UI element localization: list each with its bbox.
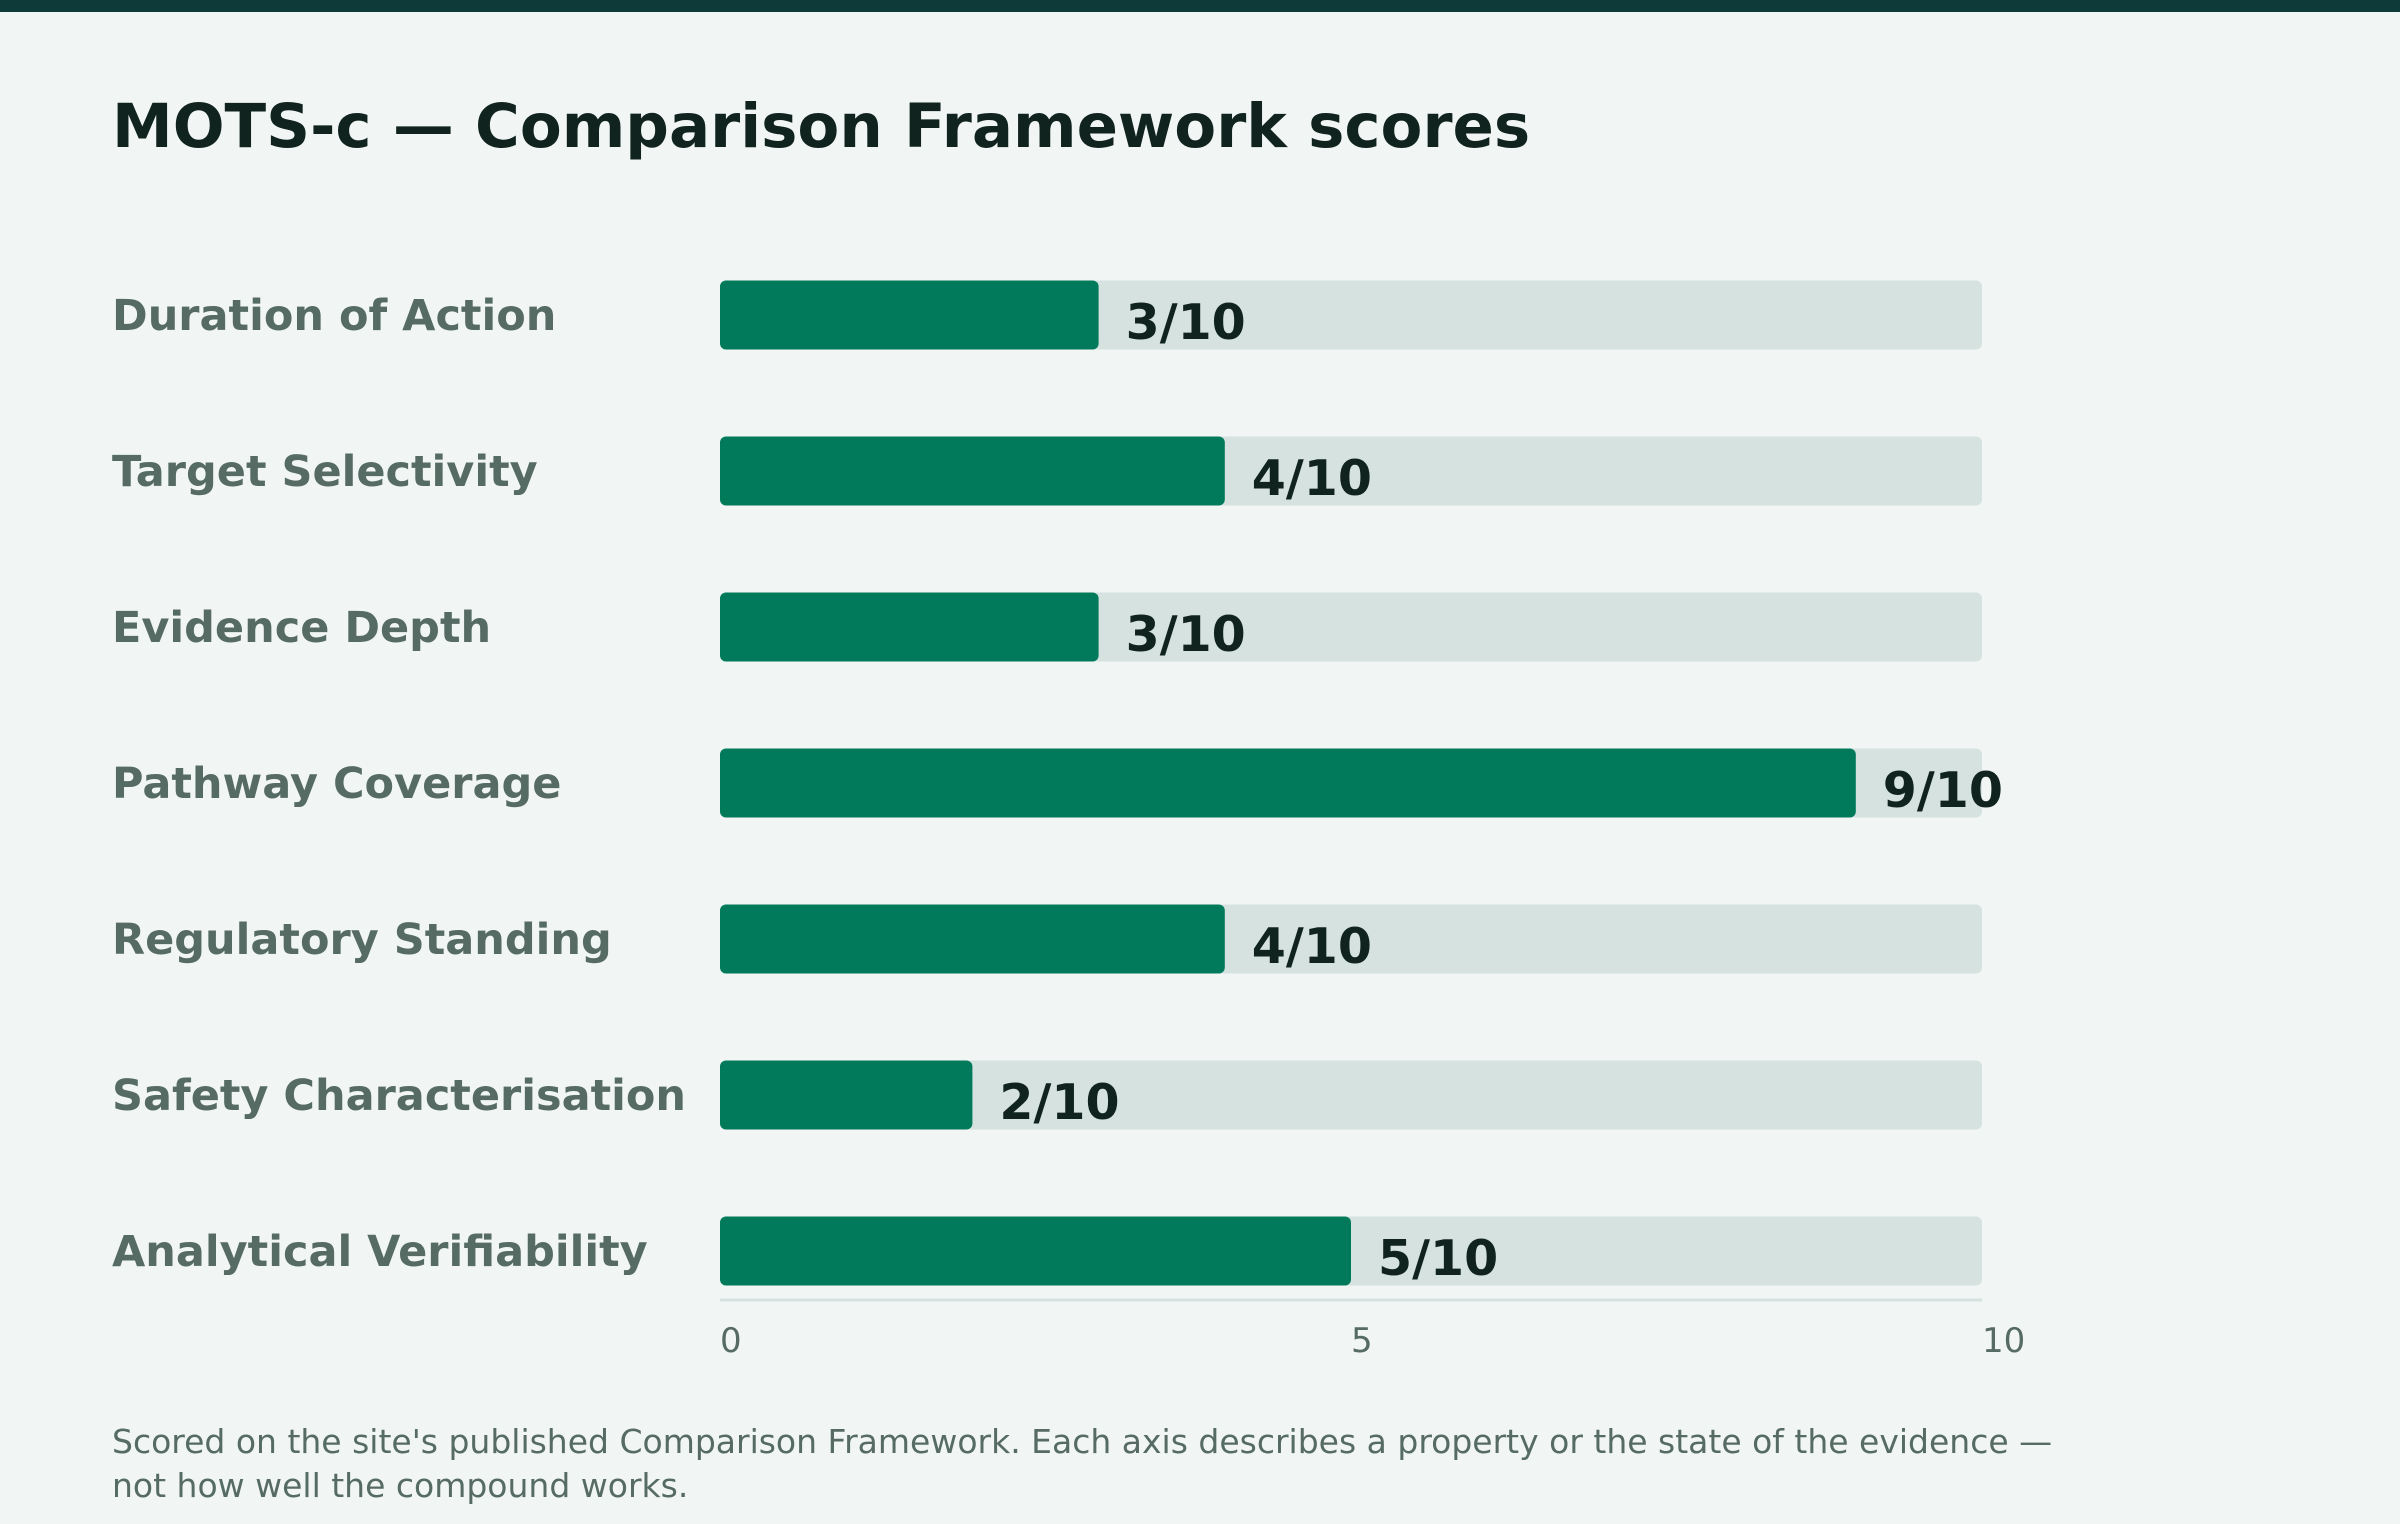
value-label: 3/10 <box>1126 294 1246 351</box>
bar-track <box>720 1060 1982 1130</box>
bar <box>720 280 1099 350</box>
value-label: 2/10 <box>999 1074 1119 1131</box>
footnote: Scored on the site's published Compariso… <box>112 1422 2053 1505</box>
value-label: 4/10 <box>1252 918 1372 975</box>
category-label: Safety Characterisation <box>112 1071 686 1121</box>
category-label: Regulatory Standing <box>112 915 612 965</box>
bar-row: Regulatory Standing 4/10 <box>112 904 1982 975</box>
bar <box>720 1060 973 1130</box>
x-tick-label: 0 <box>720 1321 742 1361</box>
chart-title: MOTS-c — Comparison Framework scores <box>112 91 1531 162</box>
bar <box>720 904 1225 974</box>
bar <box>720 592 1099 662</box>
bar-chart: Duration of Action 3/10 Target Selectivity… <box>112 280 2025 1361</box>
top-accent-bar <box>0 0 2400 12</box>
value-label: 4/10 <box>1252 450 1372 507</box>
bar-row: Evidence Depth 3/10 <box>112 592 1982 663</box>
x-tick-label: 5 <box>1351 1321 1373 1361</box>
category-label: Analytical Verifiability <box>112 1227 648 1277</box>
category-label: Pathway Coverage <box>112 759 561 809</box>
bar-row: Duration of Action 3/10 <box>112 280 1982 351</box>
value-label: 9/10 <box>1883 762 2003 819</box>
category-label: Evidence Depth <box>112 603 491 653</box>
bar-row: Analytical Verifiability 5/10 <box>112 1216 1982 1287</box>
bar <box>720 436 1225 506</box>
value-label: 5/10 <box>1378 1230 1498 1287</box>
value-label: 3/10 <box>1126 606 1246 663</box>
bar-row: Pathway Coverage 9/10 <box>112 748 2003 819</box>
bar-row: Target Selectivity 4/10 <box>112 436 1982 507</box>
category-label: Duration of Action <box>112 291 556 341</box>
x-tick-label: 10 <box>1982 1321 2025 1361</box>
bar-row: Safety Characterisation 2/10 <box>112 1060 1982 1131</box>
bar <box>720 748 1856 818</box>
category-label: Target Selectivity <box>112 447 538 497</box>
bar <box>720 1216 1351 1286</box>
